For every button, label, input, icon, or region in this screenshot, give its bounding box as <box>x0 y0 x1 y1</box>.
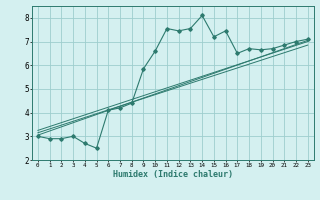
X-axis label: Humidex (Indice chaleur): Humidex (Indice chaleur) <box>113 170 233 179</box>
